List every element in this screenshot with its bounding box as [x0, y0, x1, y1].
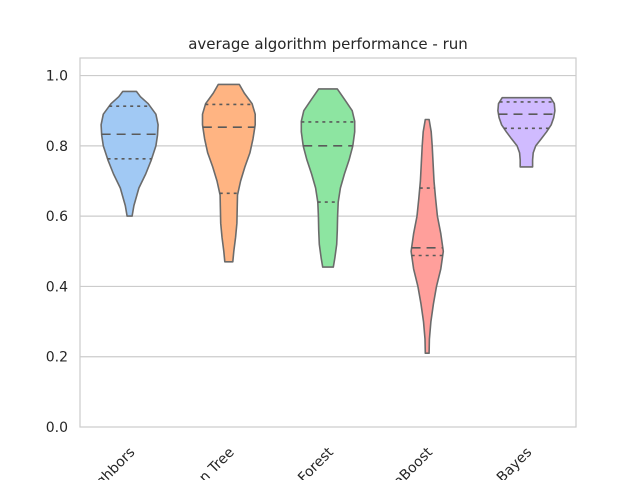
y-tick-label: 0.4 [46, 279, 68, 295]
violin-body [410, 118, 445, 354]
violin-body [201, 83, 256, 263]
violins [100, 83, 556, 354]
violin-body [300, 88, 356, 268]
chart-title: average algorithm performance - run [188, 35, 468, 53]
plot-frame [79, 57, 577, 428]
y-tick-label: 0.8 [46, 139, 68, 155]
y-tick-label: 0.2 [46, 350, 68, 366]
y-tick-label: 1.0 [46, 69, 68, 85]
y-tick-label: 0.0 [46, 420, 68, 436]
violin-body [100, 90, 159, 217]
y-tick-label: 0.6 [46, 209, 68, 225]
violin-body [497, 96, 556, 168]
